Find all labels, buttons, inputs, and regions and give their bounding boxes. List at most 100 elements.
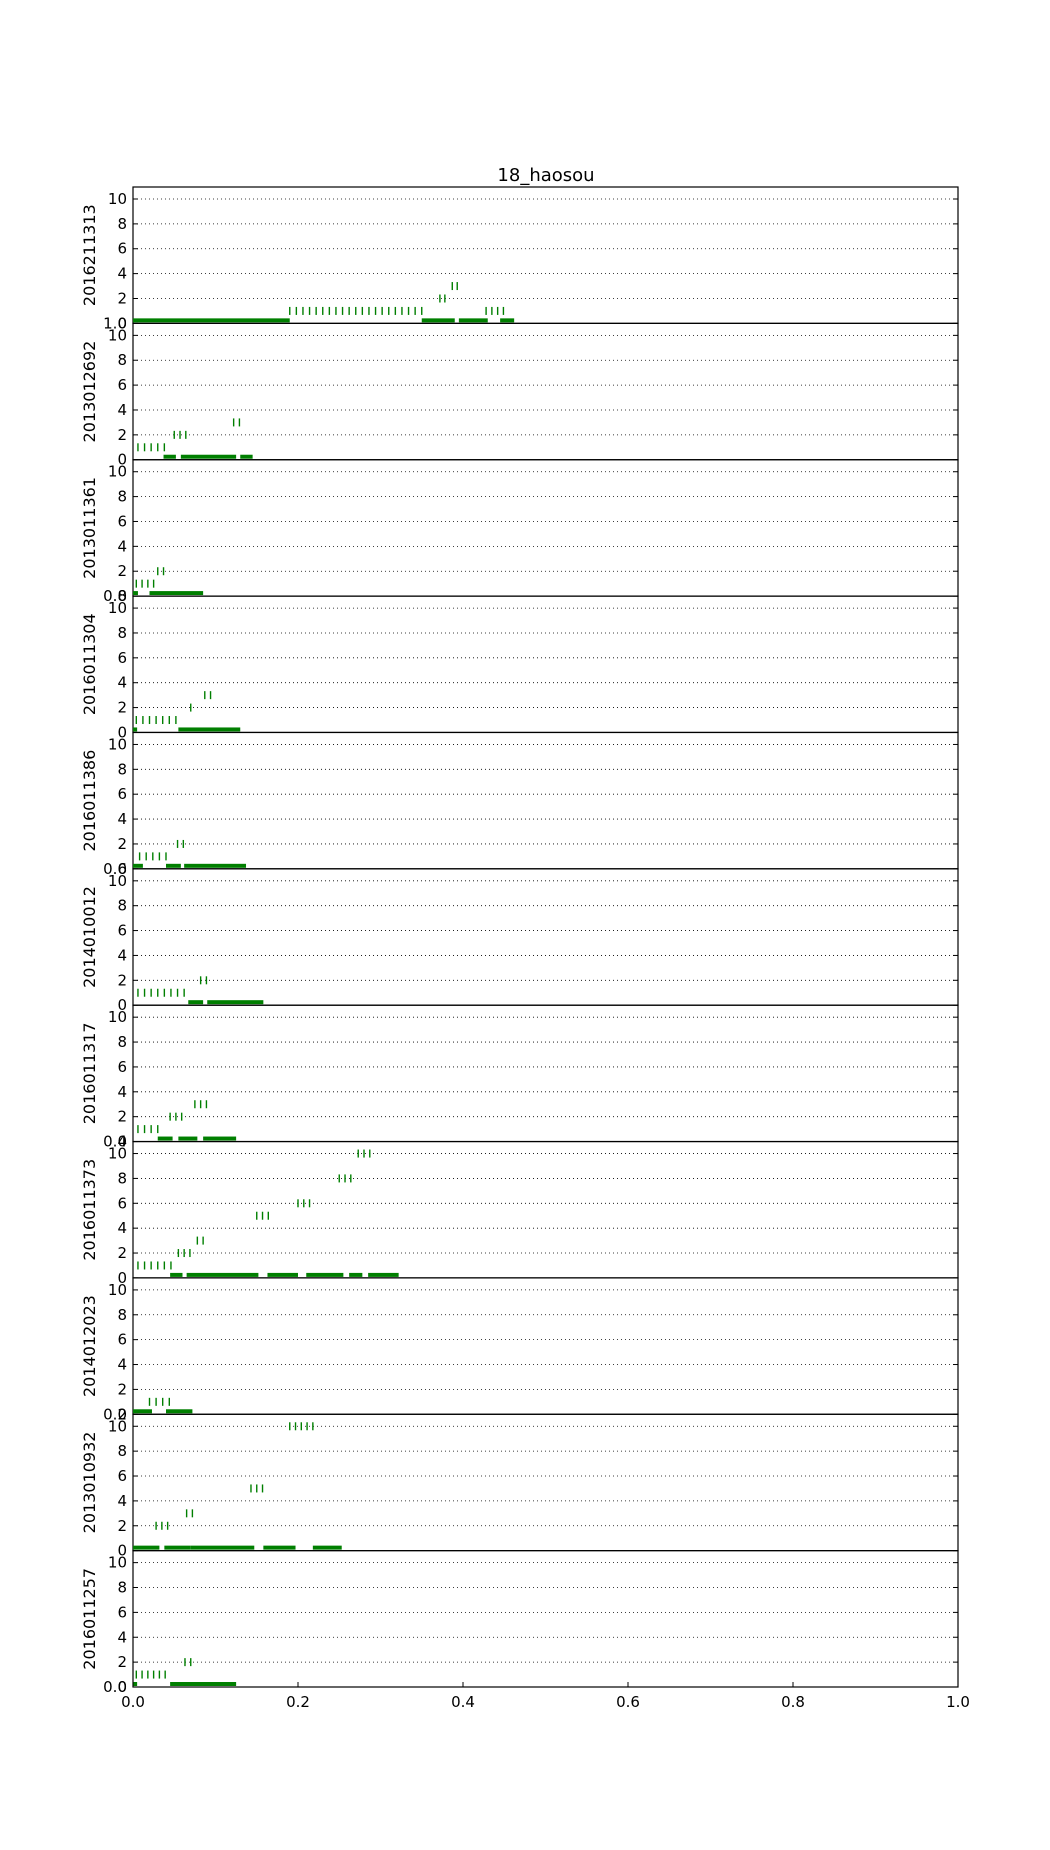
y-tick-label: 6 (117, 1194, 127, 1212)
y-tick-label: 2 (117, 835, 127, 853)
duration-bar (178, 727, 241, 732)
y-tick-label: 4 (117, 265, 127, 283)
duration-bar (267, 1272, 298, 1277)
y-tick-label: 8 (117, 215, 127, 233)
duration-bar (458, 318, 488, 323)
panel-frame (132, 731, 959, 870)
duration-bar (164, 1545, 191, 1550)
panel: 0 2 4 6 8 10 2016211313 (80, 186, 959, 332)
y-tick-label: 2 (117, 426, 127, 444)
y-tick-label: 6 (117, 1467, 127, 1485)
y-tick-label: 4 (117, 674, 127, 692)
panel: 0 2 4 6 8 10 2016011304 (80, 595, 959, 741)
overlay-tick-label: 1.0 (103, 314, 127, 332)
duration-bar (207, 1000, 264, 1005)
y-tick-label: 10 (108, 1281, 127, 1299)
y-tick-label: 6 (117, 512, 127, 530)
panel-label: 2014012023 (80, 1295, 99, 1397)
panel-label: 2013011361 (80, 477, 99, 579)
duration-bar (170, 1272, 183, 1277)
y-tick-label: 0 (117, 314, 127, 332)
y-tick-label: 8 (117, 488, 127, 506)
y-tick-label: 2 (117, 1108, 127, 1126)
y-tick-label: 10 (108, 190, 127, 208)
y-tick-label: 4 (117, 810, 127, 828)
y-tick-label: 6 (117, 240, 127, 258)
y-tick-label: 0 (117, 1678, 127, 1696)
panel-frame (132, 1004, 959, 1143)
y-tick-label: 0 (117, 1405, 127, 1423)
x-axis: 0.0 0.2 0.4 0.6 0.8 1.0 (121, 1682, 970, 1711)
y-tick-label: 10 (108, 326, 127, 344)
y-tick-label: 2 (117, 289, 127, 307)
y-tick-label: 8 (117, 897, 127, 915)
duration-bar (368, 1272, 399, 1277)
panel-label: 2016211313 (80, 204, 99, 306)
panel-frame (132, 186, 959, 324)
panel-label: 2014010012 (80, 886, 99, 988)
duration-bar (133, 1682, 138, 1686)
overlay-tick-label: 0.6 (103, 860, 127, 878)
y-tick-label: 0 (117, 1269, 127, 1287)
y-tick-label: 4 (117, 1492, 127, 1510)
duration-bar (133, 318, 290, 323)
panel: 0 2 4 6 8 10 2016011373 (80, 1140, 959, 1287)
y-tick-label: 2 (117, 1380, 127, 1398)
panel: 0 2 4 6 8 10 2016011386 (80, 731, 959, 878)
y-tick-label: 10 (108, 735, 127, 753)
duration-bar (133, 863, 143, 868)
duration-bar (240, 454, 253, 459)
panel-frame (132, 1413, 959, 1552)
panel: 0 2 4 6 8 10 2014012023 (80, 1277, 959, 1423)
y-tick-label: 4 (117, 1083, 127, 1101)
panel: 0 2 4 6 8 10 2013011361 (80, 459, 959, 605)
panel: 0 2 4 6 8 10 2013010932 (80, 1413, 959, 1560)
y-tick-label: 4 (117, 401, 127, 419)
y-tick-label: 10 (108, 1145, 127, 1163)
y-tick-label: 2 (117, 971, 127, 989)
y-tick-label: 0 (117, 723, 127, 741)
duration-bar (421, 318, 455, 323)
panel-frame (132, 868, 959, 1006)
duration-bar (166, 1409, 193, 1414)
y-tick-label: 6 (117, 1331, 127, 1349)
y-tick-label: 10 (108, 463, 127, 481)
duration-bar (306, 1272, 344, 1277)
duration-bar (133, 591, 138, 596)
x-tick-label: 0.4 (451, 1693, 475, 1711)
duration-bar (188, 1000, 204, 1005)
y-tick-label: 0 (117, 1133, 127, 1151)
y-tick-label: 4 (117, 1356, 127, 1374)
y-tick-label: 8 (117, 624, 127, 642)
y-tick-label: 2 (117, 1244, 127, 1262)
y-tick-label: 0 (117, 996, 127, 1014)
duration-bar (203, 1136, 237, 1141)
panel-label: 2013012692 (80, 341, 99, 443)
y-tick-label: 10 (108, 599, 127, 617)
duration-bar (149, 591, 204, 596)
x-tick-label: 0.8 (781, 1693, 805, 1711)
duration-bar (178, 1136, 198, 1141)
panel-label: 2016011304 (80, 613, 99, 715)
y-tick-label: 8 (117, 1033, 127, 1051)
y-tick-label: 6 (117, 785, 127, 803)
panel-frame (132, 322, 959, 461)
y-tick-label: 0 (117, 451, 127, 469)
duration-bar (133, 1409, 152, 1414)
y-tick-label: 6 (117, 922, 127, 940)
x-tick-label: 1.0 (946, 1693, 970, 1711)
y-tick-label: 4 (117, 1628, 127, 1646)
y-tick-label: 10 (108, 872, 127, 890)
duration-bar (180, 454, 237, 459)
duration-bar (312, 1545, 342, 1550)
overlay-tick-label: 0.4 (103, 1133, 127, 1151)
y-tick-label: 2 (117, 699, 127, 717)
y-tick-label: 0 (117, 587, 127, 605)
y-tick-label: 6 (117, 1058, 127, 1076)
duration-bar (133, 727, 138, 732)
panels: 0 2 4 6 8 10 2016211313 0 2 4 6 8 10 2013012692 0 2 4 6 8 1… (80, 186, 959, 1696)
y-tick-label: 8 (117, 1169, 127, 1187)
panel-frame (132, 1550, 959, 1688)
panel-label: 2013010932 (80, 1432, 99, 1534)
y-tick-label: 4 (117, 1219, 127, 1237)
